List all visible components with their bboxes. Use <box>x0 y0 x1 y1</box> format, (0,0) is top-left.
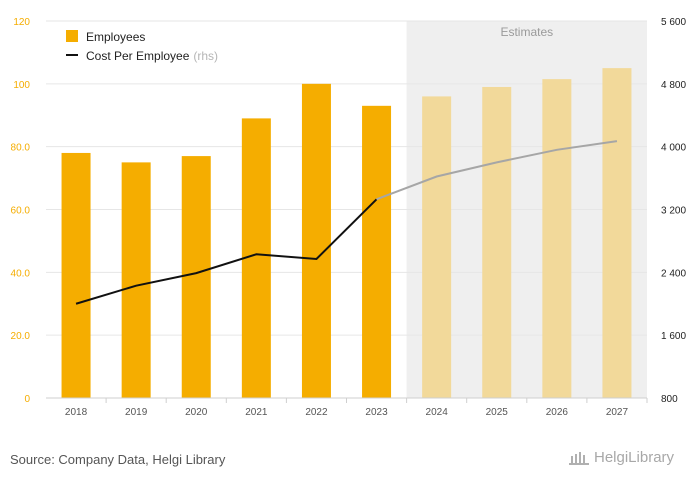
chart: Estimates 2018 2019 2020 2021 2022 2023 2024 20… <box>11 17 687 418</box>
x-tick-label-2024: 2024 <box>426 407 449 418</box>
y-right-tick-label: 5 600 <box>661 17 686 28</box>
y-left-tick-label: 80.0 <box>11 143 31 154</box>
x-tick-label-2020: 2020 <box>185 407 208 418</box>
y-right-tick-label: 4 800 <box>661 80 686 91</box>
legend-cost-name: Cost Per Employee <box>86 49 190 63</box>
legend: Employees Cost Per Employee (rhs) <box>66 30 218 63</box>
estimates-label: Estimates <box>500 25 553 39</box>
y-right-tick-label: 4 000 <box>661 143 686 154</box>
bar-employees-2027 <box>602 68 632 398</box>
x-tick-label-2019: 2019 <box>125 407 148 418</box>
line-cost-per-employee-actual <box>75 198 378 305</box>
library-building-icon <box>569 451 589 465</box>
x-tick-label-2018: 2018 <box>65 407 88 418</box>
x-tick-label-2021: 2021 <box>245 407 268 418</box>
y-left-tick-label: 20.0 <box>11 331 31 342</box>
legend-cost-suffix: (rhs) <box>193 49 218 63</box>
y-left-tick-label: 40.0 <box>11 268 31 279</box>
y-left-tick-label: 120 <box>13 17 30 28</box>
axes: 2018 2019 2020 2021 2022 2023 2024 2025 2026 2027… <box>11 17 687 418</box>
bar-employees-2023 <box>362 105 392 398</box>
bar-employees-2022 <box>301 83 331 398</box>
bar-employees-2018 <box>61 152 91 398</box>
x-tick-label-2026: 2026 <box>546 407 569 418</box>
bar-employees-2024 <box>422 96 452 399</box>
bar-employees-2025 <box>482 86 512 398</box>
y-left-tick-label: 60.0 <box>11 206 31 217</box>
y-right-tick-label: 1 600 <box>661 331 686 342</box>
x-tick-label-2025: 2025 <box>486 407 509 418</box>
y-right-tick-label: 800 <box>661 394 678 405</box>
x-tick-label-2023: 2023 <box>365 407 388 418</box>
bar-employees-2020 <box>181 156 211 398</box>
x-tick-label-2027: 2027 <box>606 407 629 418</box>
y-right-tick-label: 2 400 <box>661 268 686 279</box>
legend-label-employees: Employees <box>86 30 145 44</box>
y-right-tick-label: 3 200 <box>661 206 686 217</box>
line-series <box>75 140 618 305</box>
bars <box>61 68 632 399</box>
helgi-library-logo: HelgiLibrary <box>568 449 674 466</box>
bar-employees-2026 <box>542 79 572 398</box>
legend-label-cost: Cost Per Employee (rhs) <box>86 49 218 63</box>
y-left-tick-label: 100 <box>13 80 30 91</box>
logo-text: HelgiLibrary <box>594 449 675 466</box>
legend-swatch-employees <box>66 30 78 42</box>
x-tick-label-2022: 2022 <box>305 407 328 418</box>
bar-employees-2019 <box>121 162 151 398</box>
line-cost-per-employee-estimate <box>376 140 618 201</box>
y-left-tick-label: 0 <box>24 394 30 405</box>
source-note: Source: Company Data, Helgi Library <box>10 452 226 467</box>
